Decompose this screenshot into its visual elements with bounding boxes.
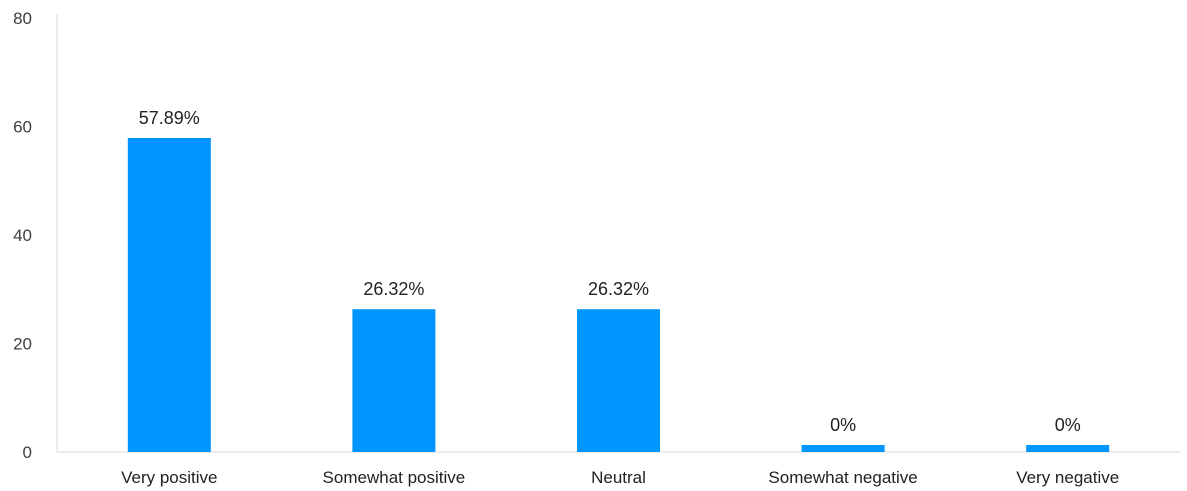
data-label: 0% [1055, 415, 1081, 435]
bar [577, 309, 660, 452]
bar [352, 309, 436, 452]
category-label: Somewhat positive [323, 468, 466, 487]
category-label: Very positive [121, 468, 217, 487]
data-label: 57.89% [139, 108, 200, 128]
y-axis: 0 20 40 60 80 [13, 9, 58, 462]
category-label: Neutral [591, 468, 646, 487]
bar [1026, 445, 1110, 452]
y-tick-label: 0 [23, 443, 32, 462]
y-tick-label: 80 [13, 9, 32, 28]
y-tick-label: 60 [13, 118, 32, 137]
data-labels: 57.89% 26.32% 26.32% 0% 0% [139, 108, 1081, 435]
data-label: 0% [830, 415, 856, 435]
data-label: 26.32% [588, 279, 649, 299]
data-label: 26.32% [363, 279, 424, 299]
category-label: Very negative [1016, 468, 1119, 487]
y-tick-label: 40 [13, 226, 32, 245]
y-tick-label: 20 [13, 335, 32, 354]
bars [127, 137, 1110, 452]
category-label: Somewhat negative [768, 468, 917, 487]
bar [127, 137, 211, 452]
bar [801, 445, 885, 452]
category-labels: Very positive Somewhat positive Neutral Som… [121, 468, 1119, 487]
